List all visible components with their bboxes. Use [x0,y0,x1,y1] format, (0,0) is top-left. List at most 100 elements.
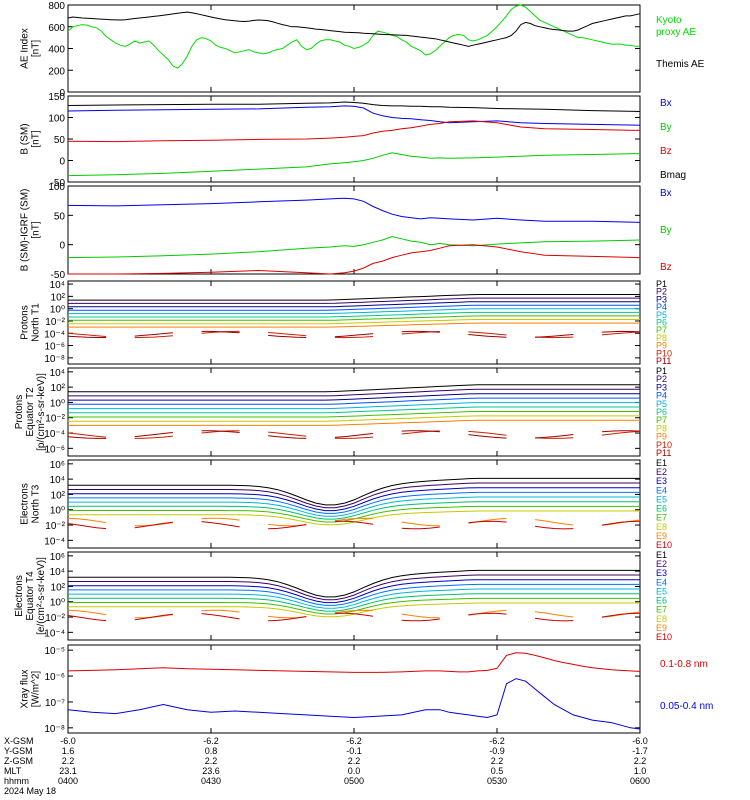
channel-curve [535,611,574,618]
channel-curve [68,319,640,325]
legend-label: Bx [660,188,672,199]
y-tick-label: 10⁰ [50,398,65,409]
channel-curve [535,434,574,439]
channel-curve [68,384,640,393]
channel-curve [67,332,107,337]
panel-ylabel: Electrons [20,483,31,525]
channel-label: E6 [656,504,667,514]
y-tick-label: 10⁻⁴ [44,536,65,547]
channel-label: P6 [656,407,667,417]
channel-label: P7 [656,415,667,425]
channel-curve [67,436,107,439]
channel-curve [334,433,374,438]
axis-row-label: Y-GSM [4,746,33,756]
channel-label: E4 [656,577,667,587]
axis-tick-value: -6.0 [60,736,76,746]
channel-curve [201,613,240,620]
y-tick-label: 10⁻⁵ [44,646,65,657]
axis-tick-value: -6.2 [203,736,219,746]
series-line-Bmag [67,101,641,112]
y-tick-label: 50 [54,135,66,146]
channel-curve [468,334,507,338]
axis-tick-value: 0.5 [491,766,504,776]
axis-tick-value: 2.2 [348,756,361,766]
channel-curve [268,524,307,530]
y-tick-label: 10⁴ [50,280,65,291]
panel-frame [67,95,641,183]
legend-label: Bz [660,262,672,273]
axis-tick-value: 2.2 [62,756,75,766]
axis-tick-value: 0.0 [348,766,361,776]
panel-ylabel: Xray flux [20,670,31,709]
channel-curve [268,435,307,439]
legend-label: By [660,225,672,236]
channel-curve [68,411,640,418]
channel-label: P6 [656,318,667,328]
y-tick-label: 10⁶ [50,552,65,563]
y-tick-label: 10⁻⁸ [44,354,65,365]
channel-curve [67,615,107,622]
channel-curve [535,334,574,338]
axis-tick-value: 0600 [630,776,650,786]
channel-curve [334,436,374,439]
axis-tick-value: -6.2 [489,736,505,746]
legend-label: proxy AE [656,27,696,38]
channel-label: P3 [656,382,667,392]
panel-ylabel: Protons [14,395,25,429]
axis-row-label: 2024 May 18 [4,786,56,796]
legend-label: Bmag [660,170,686,181]
series-line-0.05-0.4 nm [67,678,641,730]
axis-tick-value: 2.2 [205,756,218,766]
channel-curve [68,406,640,414]
panel-ylabel: Protons [20,305,31,339]
channel-curve [68,297,640,304]
channel-curve [68,419,640,426]
channel-label: E7 [656,513,667,523]
y-tick-label: 600 [48,23,65,34]
channel-curve [334,612,374,617]
channel-curve [201,330,240,334]
panel-ylabel: North T1 [31,303,42,342]
channel-curve [468,520,507,524]
channel-label: E2 [656,467,667,477]
channel-label: P9 [656,341,667,351]
axis-tick-value: -0.9 [489,746,505,756]
channel-curve [134,332,173,337]
channel-curve [67,335,107,338]
y-tick-label: 200 [48,66,65,77]
series-line-Bx [67,105,641,126]
axis-row-label: Z-GSM [4,756,33,766]
series-line-By [67,235,641,259]
panel-b-sm-igrf: -50 0 50 100 B (SM)-IGRF (SM) [nT] Bx By Bz [20,182,672,281]
channel-label: E4 [656,485,667,495]
channel-curve [68,311,640,318]
channel-curve [68,501,640,520]
channel-curve [67,523,107,530]
axis-tick-value: -1.7 [632,746,648,756]
y-tick-label: 100 [48,114,65,125]
channel-curve [68,487,640,512]
axis-tick-value: 0.8 [205,746,218,756]
channel-curve [68,402,640,410]
channel-curve [67,517,107,524]
channel-label: E10 [656,540,672,550]
series-line-0.1-0.8 nm [67,652,641,673]
channel-curve [67,609,107,616]
axis-tick-value: 23.1 [59,766,77,776]
y-tick-label: 10⁴ [50,567,65,578]
y-tick-label: 10⁻² [45,414,65,425]
channel-label: P2 [656,287,667,297]
channel-curve [535,519,574,526]
channel-label: P10 [656,440,672,450]
panel-frame [67,459,641,549]
channel-label: E3 [656,476,667,486]
channel-label: E1 [656,458,667,468]
panel-ylabel: North T3 [31,484,42,523]
channel-curve [401,521,440,527]
channel-curve [468,430,507,436]
panel-frame [67,551,641,641]
channel-curve [268,334,307,338]
